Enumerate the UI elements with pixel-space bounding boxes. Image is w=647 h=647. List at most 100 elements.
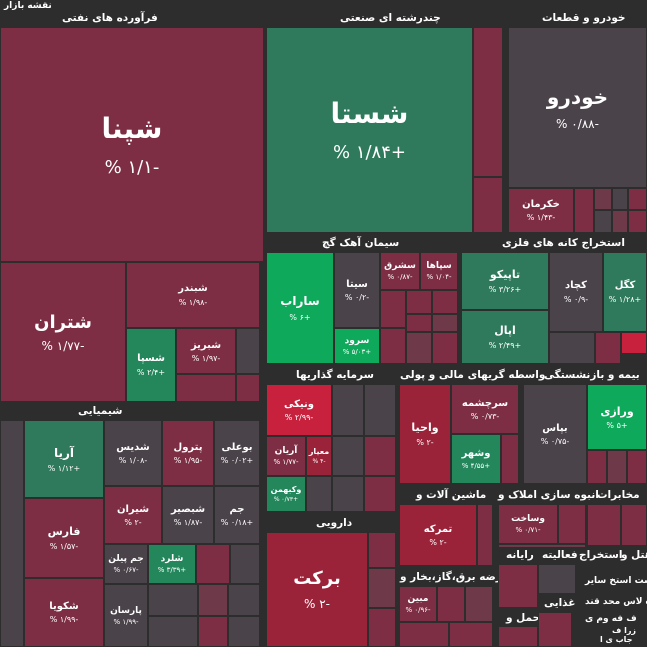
sector-header-pharma[interactable]: دارویی xyxy=(316,517,353,529)
tile-small[interactable] xyxy=(627,450,647,484)
sector-header-chemical[interactable]: شیمیایی xyxy=(78,405,123,417)
tile-varazi[interactable]: ورازی % ۵+ xyxy=(587,384,647,450)
tile-small[interactable] xyxy=(148,616,198,647)
tile-buali[interactable]: بوعلی % ۰/۰۲+ xyxy=(214,420,260,486)
tile-small[interactable] xyxy=(465,586,493,622)
tile-khakarman[interactable]: خکرمان % ۱/۴۳- xyxy=(508,188,574,233)
tile-small[interactable] xyxy=(477,504,493,566)
tile-vasakht[interactable]: وساخت % ۰/۷۱- xyxy=(498,504,558,544)
tile-sepaha[interactable]: سپاها % ۱/۰۴- xyxy=(420,252,458,290)
sector-header-mining[interactable]: استخراج کانه های فلزی xyxy=(502,237,625,249)
tile-small[interactable] xyxy=(236,374,260,402)
tile-kechad[interactable]: کچاد % ۰/۹- xyxy=(549,252,603,332)
sector-header-auto[interactable]: خودرو و قطعات xyxy=(542,12,626,24)
tile-petrol[interactable]: پترول % ۱/۹۵- xyxy=(162,420,214,486)
sector-header-insurance[interactable]: بیمه و بازنشستگی xyxy=(544,369,640,381)
tile-sita[interactable]: سیتا % ۰/۲- xyxy=(334,252,380,328)
tile-small[interactable] xyxy=(368,568,396,608)
tile-shatran[interactable]: شتران % ۱/۷۷- xyxy=(0,262,126,402)
tile-tapiko[interactable]: تاپیکو % ۳/۲۶+ xyxy=(461,252,549,310)
tile-small[interactable] xyxy=(612,210,628,233)
sector-header-oil[interactable]: فرآورده های نفتی xyxy=(62,12,158,24)
tile-jampilen[interactable]: جم پیلن % ۰/۶۷- xyxy=(104,544,148,584)
sector-header-multi[interactable]: چندرشته ای صنعتی xyxy=(340,12,441,24)
tile-small[interactable] xyxy=(498,626,538,647)
tile-shasta[interactable]: شستا % ۱/۸۴+ xyxy=(266,27,473,233)
tile-vashahr[interactable]: وشهر % ۴/۵۵+ xyxy=(451,434,501,484)
tile-shapna[interactable]: شپنا % ۱/۱- xyxy=(0,27,264,262)
tile-arya[interactable]: آریا % ۱/۱۲+ xyxy=(24,420,104,498)
tile-small[interactable] xyxy=(368,532,396,568)
tile-small[interactable] xyxy=(148,584,198,616)
tile-khodro[interactable]: خودرو % ۰/۸۸- xyxy=(508,27,647,188)
sector-header-cement[interactable]: سیمان آهک گچ xyxy=(322,237,400,249)
sector-header-food[interactable]: غذایی xyxy=(544,597,576,609)
tile-small[interactable] xyxy=(432,332,458,364)
tile-small[interactable] xyxy=(198,584,228,616)
tile-small[interactable] xyxy=(621,504,647,546)
tile-small[interactable] xyxy=(432,314,458,332)
tile-vahiya[interactable]: واحیا % ۲- xyxy=(399,384,451,484)
tile-small[interactable] xyxy=(612,188,628,210)
tile-shebandar[interactable]: شبندر % ۱/۹۸- xyxy=(126,262,260,328)
tile-small[interactable] xyxy=(230,544,260,584)
tile-shedis[interactable]: شدیس % ۱/۰۸- xyxy=(104,420,162,486)
tile-small[interactable] xyxy=(380,290,406,328)
tile-small[interactable] xyxy=(538,612,572,647)
tile-small[interactable] xyxy=(399,622,449,647)
tile-shesepa[interactable]: شسپا % ۲/۴+ xyxy=(126,328,176,402)
tile-aryan[interactable]: آریان % ۱/۷۷- xyxy=(266,436,306,476)
tile-vakbahman[interactable]: وکبهمن % ۰/۷۳+ xyxy=(266,476,306,512)
sector-header-machinery[interactable]: ماشین آلات و xyxy=(416,489,487,501)
tile-small[interactable] xyxy=(368,608,396,647)
tile-small[interactable] xyxy=(236,328,260,374)
tile-small[interactable] xyxy=(595,332,621,364)
sector-header-activities[interactable]: فعالیته xyxy=(542,549,578,561)
tile-small[interactable] xyxy=(594,210,612,233)
sector-header-telecom[interactable]: مخابرات xyxy=(597,489,640,501)
sector-header-extract[interactable]: استخراج xyxy=(579,549,623,561)
sector-header-utility[interactable]: عرضه برق،گاز،بخار و xyxy=(400,571,510,583)
tile-sarchashmeh[interactable]: سرچشمه % ۰/۷۳- xyxy=(451,384,519,434)
sector-header-realestate[interactable]: انبوه سازی املاک و xyxy=(498,489,599,501)
tile-small[interactable] xyxy=(501,434,519,484)
tile-small[interactable] xyxy=(498,544,586,548)
tile-small[interactable] xyxy=(406,332,432,364)
tile-small[interactable] xyxy=(432,290,458,314)
tile-small[interactable] xyxy=(380,328,406,364)
tile-small[interactable] xyxy=(332,384,364,436)
sector-header-invest[interactable]: سرمایه گذاریها xyxy=(296,369,374,381)
tile-shelard[interactable]: شلرد % ۳/۳۹+ xyxy=(148,544,196,584)
tile-small[interactable] xyxy=(332,436,364,476)
sector-header-computer[interactable]: رایانه xyxy=(506,549,534,561)
tile-small[interactable] xyxy=(406,290,432,314)
tile-sorud[interactable]: سرود % ۵/۰۳+ xyxy=(334,328,380,364)
tile-tamrakeh[interactable]: تمرکه % ۲- xyxy=(399,504,477,566)
tile-small[interactable] xyxy=(473,177,503,233)
tile-small[interactable] xyxy=(228,616,260,647)
tile-small[interactable] xyxy=(498,564,538,608)
tile-vanik[interactable]: ونیکی % ۲/۹۹- xyxy=(266,384,332,436)
tile-shiran[interactable]: شیران % ۲- xyxy=(104,486,162,544)
tile-kegol[interactable]: کگل % ۱/۲۸+ xyxy=(603,252,647,332)
sector-header-hotel[interactable]: هتل و xyxy=(621,549,647,561)
tile-small[interactable] xyxy=(228,584,260,616)
tile-fars[interactable]: فارس % ۱/۵۷- xyxy=(24,498,104,578)
tile-small[interactable] xyxy=(449,622,493,647)
tile-small[interactable] xyxy=(558,504,586,544)
tile-small[interactable] xyxy=(364,436,396,476)
tile-small[interactable] xyxy=(437,586,465,622)
tile-small[interactable] xyxy=(406,314,432,332)
tile-small[interactable] xyxy=(198,616,228,647)
tile-small[interactable] xyxy=(628,188,647,210)
tile-small[interactable] xyxy=(621,332,647,354)
sector-header-finance[interactable]: واسطه گریهای مالی و پولی xyxy=(400,369,546,381)
tile-small[interactable] xyxy=(594,188,612,210)
tile-small[interactable] xyxy=(473,27,503,177)
tile-small[interactable] xyxy=(538,564,576,594)
tile-sarab[interactable]: ساراب % ۶+ xyxy=(266,252,334,364)
tile-small[interactable] xyxy=(607,450,627,484)
tile-small[interactable] xyxy=(332,476,364,512)
tile-parsan[interactable]: پارسان % ۱/۹۹- xyxy=(104,584,148,647)
tile-jam[interactable]: جم % ۰/۱۸+ xyxy=(214,486,260,544)
